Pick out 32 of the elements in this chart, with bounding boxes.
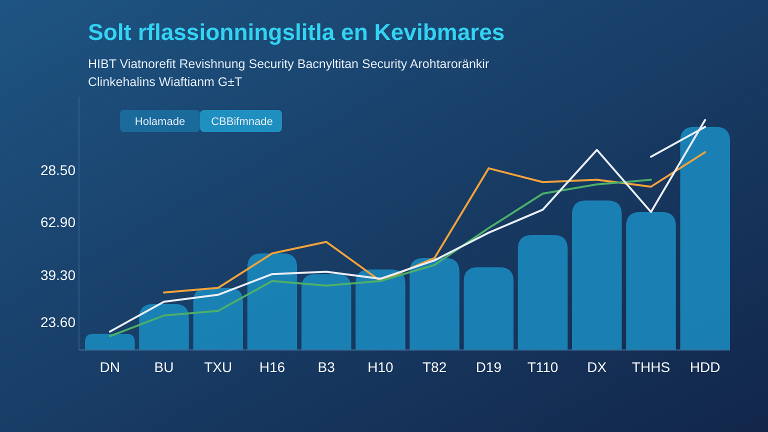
x-tick-label: B3 bbox=[318, 359, 336, 375]
bar bbox=[139, 304, 189, 350]
x-tick-label: H16 bbox=[259, 359, 286, 375]
x-tick-label: H10 bbox=[368, 359, 394, 375]
text: 28.50 bbox=[40, 162, 76, 178]
x-tick-label: BU bbox=[154, 359, 174, 375]
annotation: CBBifmnade bbox=[211, 116, 273, 128]
x-tick-label: D19 bbox=[476, 359, 502, 375]
bar bbox=[680, 126, 730, 350]
bar bbox=[193, 288, 244, 350]
x-tick-label: TXU bbox=[204, 359, 232, 375]
bar bbox=[464, 267, 514, 350]
bar bbox=[410, 258, 460, 350]
bar bbox=[518, 235, 568, 350]
bar bbox=[247, 253, 298, 350]
x-tick-label: HDD bbox=[690, 359, 720, 375]
annotation: Holamade bbox=[134, 116, 186, 128]
chart-title: Solt rflassionningslitla en Kevibmares bbox=[88, 19, 505, 45]
text: 39.30 bbox=[40, 267, 76, 283]
text: 23.60 bbox=[40, 314, 76, 330]
bar bbox=[356, 270, 406, 350]
x-tick-label: T110 bbox=[527, 359, 558, 375]
text: 62.90 bbox=[40, 214, 76, 230]
bar bbox=[626, 212, 676, 350]
bar bbox=[85, 334, 135, 350]
chart-subtitle: HIBT Viatnorefit Revishnung Security Bacnyltitan Security Arohtaroränkir Clinkehalins Wiaftianm G±T bbox=[88, 57, 490, 89]
x-tick-label: T82 bbox=[422, 359, 447, 375]
bar bbox=[572, 200, 622, 350]
x-tick-label: DX bbox=[587, 359, 608, 375]
bar bbox=[301, 274, 352, 350]
x-tick-label: THHS bbox=[632, 359, 670, 375]
x-tick-label: DN bbox=[100, 359, 120, 375]
